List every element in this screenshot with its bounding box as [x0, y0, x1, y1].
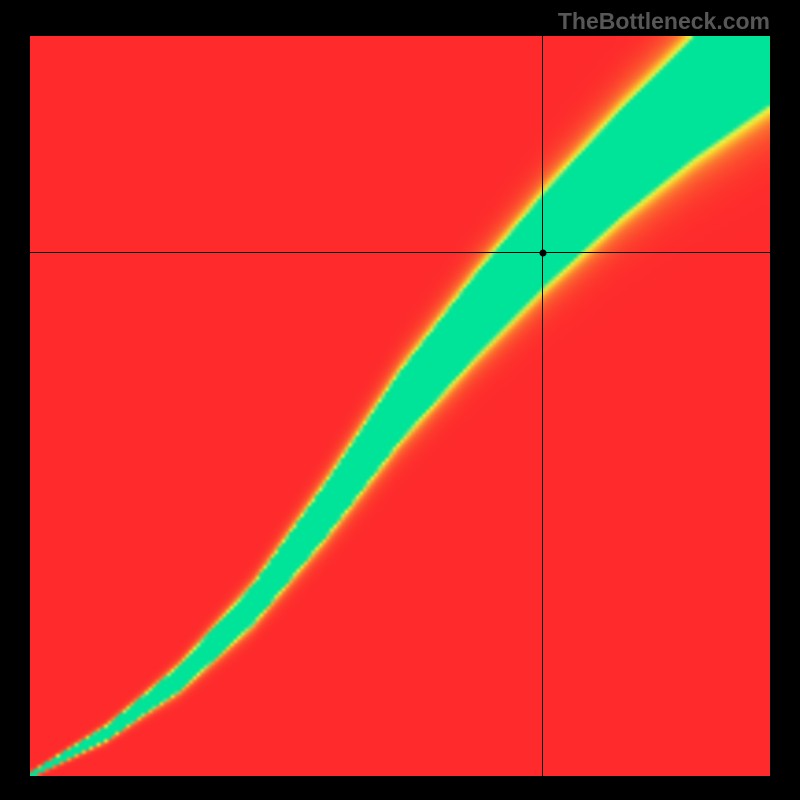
crosshair-vertical — [542, 36, 543, 776]
watermark-text: TheBottleneck.com — [558, 8, 770, 35]
heatmap-canvas — [30, 36, 770, 776]
chart-container: TheBottleneck.com — [0, 0, 800, 800]
watermark-label: TheBottleneck.com — [558, 8, 770, 34]
data-point-marker — [539, 249, 546, 256]
crosshair-horizontal — [30, 252, 770, 253]
